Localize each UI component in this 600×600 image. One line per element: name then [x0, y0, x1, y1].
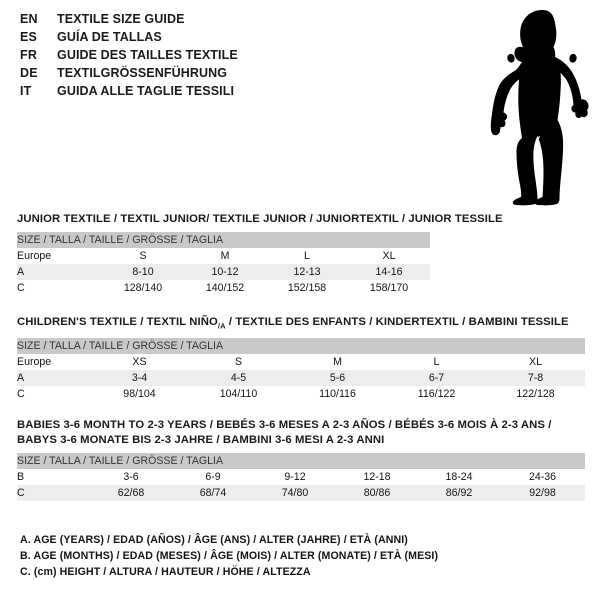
table-row: Europe S M L XL [17, 248, 431, 264]
table-cell: M [184, 248, 266, 264]
table-cell: 158/170 [348, 280, 431, 296]
row-label: C [17, 485, 90, 501]
size-header-label: SIZE / TALLA / TAILLE / GRÖSSE / TAGLIA [17, 338, 586, 355]
language-code: ES [20, 30, 38, 44]
table-cell: XS [90, 354, 189, 371]
section-title-babies-line1: BABIES 3-6 MONTH TO 2-3 YEARS / BEBÉS 3-… [17, 419, 552, 431]
table-cell: 98/104 [90, 386, 189, 403]
table-cell: XL [348, 248, 431, 264]
table-cell: 104/110 [189, 386, 288, 403]
table-row: C 62/68 68/74 74/80 80/86 86/92 92/98 [17, 485, 586, 501]
table-header-row: SIZE / TALLA / TAILLE / GRÖSSE / TAGLIA [17, 232, 431, 248]
row-label: C [17, 280, 102, 296]
language-row: DE TEXTILGRÖSSENFÜHRUNG [20, 66, 420, 84]
row-label: A [17, 370, 90, 387]
table-cell: 92/98 [500, 485, 586, 501]
language-title: TEXTILE SIZE GUIDE [57, 12, 185, 26]
language-code: IT [20, 84, 32, 98]
table-cell: 5-6 [288, 370, 387, 387]
table-cell: 80/86 [336, 485, 418, 501]
section-title-children-pre: CHILDREN'S TEXTILE / TEXTIL NIÑO [17, 316, 218, 328]
language-row: EN TEXTILE SIZE GUIDE [20, 12, 420, 30]
table-cell: S [189, 354, 288, 371]
size-header-label: SIZE / TALLA / TAILLE / GRÖSSE / TAGLIA [17, 453, 586, 469]
table-cell: 6-9 [172, 469, 254, 485]
language-title: GUIDA ALLE TAGLIE TESSILI [57, 84, 235, 98]
language-row: ES GUÍA DE TALLAS [20, 30, 420, 48]
table-cell: 116/122 [387, 386, 486, 403]
table-cell: 7-8 [486, 370, 586, 387]
table-cell: 122/128 [486, 386, 586, 403]
section-title-children-sub: /A [217, 321, 226, 331]
legend-block: A. AGE (YEARS) / EDAD (AÑOS) / ÂGE (ANS)… [20, 532, 540, 580]
table-cell: 86/92 [418, 485, 500, 501]
language-code: FR [20, 48, 38, 62]
table-row: B 3-6 6-9 9-12 12-18 18-24 24-36 [17, 469, 586, 485]
legend-line-a: A. AGE (YEARS) / EDAD (AÑOS) / ÂGE (ANS)… [20, 534, 408, 546]
table-cell: XL [486, 354, 586, 371]
children-size-table: SIZE / TALLA / TAILLE / GRÖSSE / TAGLIA … [17, 338, 586, 403]
table-cell: 140/152 [184, 280, 266, 296]
section-title-babies-line2: BABYS 3-6 MONATE BIS 2-3 JAHRE / BAMBINI… [17, 434, 385, 446]
language-code: DE [20, 66, 38, 80]
table-cell: 152/158 [266, 280, 348, 296]
table-row: A 3-4 4-5 5-6 6-7 7-8 [17, 370, 586, 387]
language-title: GUIDE DES TAILLES TEXTILE [57, 48, 238, 62]
section-junior-textile: JUNIOR TEXTILE / TEXTIL JUNIOR/ TEXTILE … [17, 212, 503, 296]
section-title-junior: JUNIOR TEXTILE / TEXTIL JUNIOR/ TEXTILE … [17, 213, 503, 225]
table-cell: 8-10 [102, 264, 184, 280]
language-title: GUÍA DE TALLAS [57, 30, 162, 44]
section-babies-textile: BABIES 3-6 MONTH TO 2-3 YEARS / BEBÉS 3-… [17, 418, 586, 501]
table-header-row: SIZE / TALLA / TAILLE / GRÖSSE / TAGLIA [17, 338, 586, 355]
table-cell: 14-16 [348, 264, 431, 280]
table-cell: 4-5 [189, 370, 288, 387]
table-cell: 10-12 [184, 264, 266, 280]
table-row: A 8-10 10-12 12-13 14-16 [17, 264, 431, 280]
table-cell: M [288, 354, 387, 371]
row-label: Europe [17, 248, 102, 264]
table-cell: 68/74 [172, 485, 254, 501]
table-cell: 12-13 [266, 264, 348, 280]
toddler-silhouette-icon [490, 10, 589, 206]
table-cell: 24-36 [500, 469, 586, 485]
section-title-children: CHILDREN'S TEXTILE / TEXTIL NIÑO/A / TEX… [17, 315, 585, 333]
table-cell: 128/140 [102, 280, 184, 296]
table-cell: 62/68 [90, 485, 172, 501]
table-cell: 6-7 [387, 370, 486, 387]
table-row: C 128/140 140/152 152/158 158/170 [17, 280, 431, 296]
table-cell: 74/80 [254, 485, 336, 501]
table-header-row: SIZE / TALLA / TAILLE / GRÖSSE / TAGLIA [17, 453, 586, 469]
table-cell: 110/116 [288, 386, 387, 403]
table-cell: 3-6 [90, 469, 172, 485]
row-label: Europe [17, 354, 90, 371]
language-row: FR GUIDE DES TAILLES TEXTILE [20, 48, 420, 66]
babies-size-table: SIZE / TALLA / TAILLE / GRÖSSE / TAGLIA … [17, 453, 586, 501]
legend-line-b: B. AGE (MONTHS) / EDAD (MESES) / ÂGE (MO… [20, 550, 439, 562]
section-childrens-textile: CHILDREN'S TEXTILE / TEXTIL NIÑO/A / TEX… [17, 315, 586, 403]
table-row: C 98/104 104/110 110/116 116/122 122/128 [17, 386, 586, 403]
size-header-label: SIZE / TALLA / TAILLE / GRÖSSE / TAGLIA [17, 232, 431, 248]
table-cell: S [102, 248, 184, 264]
row-label: C [17, 386, 90, 403]
language-row: IT GUIDA ALLE TAGLIE TESSILI [20, 84, 420, 102]
table-cell: L [387, 354, 486, 371]
table-cell: 12-18 [336, 469, 418, 485]
height-illustration: C [440, 0, 600, 210]
junior-size-table: SIZE / TALLA / TAILLE / GRÖSSE / TAGLIA … [17, 232, 431, 296]
language-title-block: EN TEXTILE SIZE GUIDE ES GUÍA DE TALLAS … [20, 12, 420, 102]
table-cell: 3-4 [90, 370, 189, 387]
row-label: B [17, 469, 90, 485]
row-label: A [17, 264, 102, 280]
language-code: EN [20, 12, 38, 26]
section-title-children-post: / TEXTILE DES ENFANTS / KINDERTEXTIL / B… [225, 316, 569, 328]
table-row: Europe XS S M L XL [17, 354, 586, 371]
table-cell: 9-12 [254, 469, 336, 485]
legend-line-c: C. (cm) HEIGHT / ALTURA / HAUTEUR / HÖHE… [20, 566, 311, 578]
language-title: TEXTILGRÖSSENFÜHRUNG [57, 66, 228, 80]
table-cell: 18-24 [418, 469, 500, 485]
table-cell: L [266, 248, 348, 264]
